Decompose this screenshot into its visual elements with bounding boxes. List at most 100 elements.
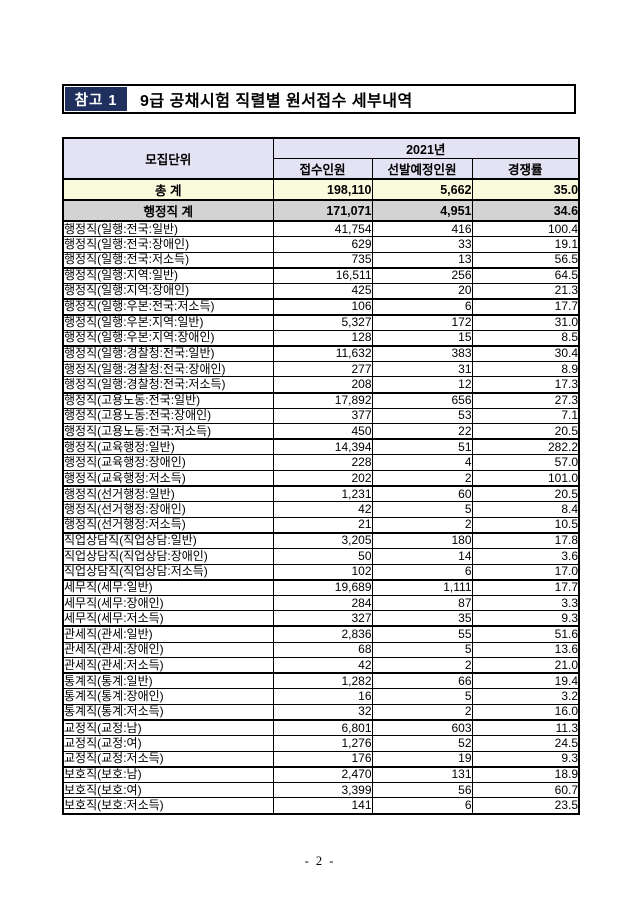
cell-applicants: 5,327 xyxy=(272,313,373,331)
column-header-unit: 모집단위 xyxy=(62,137,274,180)
application-table: 모집단위 2021년 접수인원 선발예정인원 경쟁률 총 계 198,110 5… xyxy=(62,137,581,815)
cell-planned: 13 xyxy=(371,251,473,269)
cell-applicants: 284 xyxy=(272,594,373,612)
cell-applicants: 1,231 xyxy=(272,485,373,503)
header-row-columns: 접수인원 선발예정인원 경쟁률 xyxy=(63,158,580,180)
table-row: 행정직(일행:우본:지역:일반) 5,327 172 31.0 xyxy=(62,313,580,331)
table-row: 행정직(일행:경찰청:전국:일반) 11,632 383 30.4 xyxy=(62,344,580,362)
cell-planned: 20 xyxy=(371,282,473,300)
cell-applicants: 42 xyxy=(272,501,373,518)
cell-ratio: 20.5 xyxy=(471,423,580,440)
table-row: 행정직(선거행정:일반) 1,231 60 20.5 xyxy=(62,485,580,503)
table-row: 보호직(보호:여) 3,399 56 60.7 xyxy=(62,781,580,799)
cell-planned: 5 xyxy=(371,688,473,705)
cell-planned: 172 xyxy=(371,313,473,331)
cell-unit: 교정직(교정:남) xyxy=(62,719,274,737)
total-label: 총 계 xyxy=(62,178,274,201)
cell-unit: 보호직(보호:여) xyxy=(62,781,274,799)
cell-applicants: 377 xyxy=(272,407,373,425)
cell-ratio: 3.2 xyxy=(471,688,580,705)
cell-applicants: 16,511 xyxy=(272,266,373,284)
cell-ratio: 101.0 xyxy=(471,470,580,487)
table-row: 행정직(일행:우본:전국:저소득) 106 6 17.7 xyxy=(62,297,580,316)
cell-planned: 53 xyxy=(371,407,473,425)
cell-planned: 131 xyxy=(371,765,473,783)
cell-applicants: 106 xyxy=(272,297,373,316)
cell-planned: 15 xyxy=(371,329,473,347)
cell-planned: 14 xyxy=(371,547,473,565)
table-row: 행정직(교육행정:일반) 14,394 51 282.2 xyxy=(62,438,580,456)
subtotal-applicants: 171,071 xyxy=(272,199,373,222)
cell-applicants: 208 xyxy=(272,376,373,394)
cell-ratio: 8.5 xyxy=(471,329,580,347)
cell-ratio: 19.4 xyxy=(471,672,580,690)
cell-ratio: 100.4 xyxy=(471,220,580,238)
table-row: 직업상담직(직업상담:장애인) 50 14 3.6 xyxy=(62,547,580,565)
table-row: 보호직(보호:저소득) 141 6 23.5 xyxy=(62,797,580,815)
cell-planned: 5 xyxy=(371,501,473,518)
cell-ratio: 17.7 xyxy=(471,578,580,596)
cell-planned: 656 xyxy=(371,391,473,409)
table-row: 행정직(일행:전국:장애인) 629 33 19.1 xyxy=(62,236,580,253)
table-row: 행정직(고용노동:전국:저소득) 450 22 20.5 xyxy=(62,423,580,440)
cell-applicants: 19,689 xyxy=(272,578,373,596)
total-ratio: 35.0 xyxy=(471,178,580,201)
table-row: 통계직(통계:장애인) 16 5 3.2 xyxy=(62,688,580,705)
table-row: 교정직(교정:남) 6,801 603 11.3 xyxy=(62,719,580,737)
cell-unit: 직업상담직(직업상담:저소득) xyxy=(62,563,274,581)
cell-ratio: 9.3 xyxy=(471,750,580,768)
page-number: - 2 - xyxy=(304,854,336,868)
table-row: 보호직(보호:남) 2,470 131 18.9 xyxy=(62,765,580,783)
cell-unit: 보호직(보호:저소득) xyxy=(62,797,274,815)
cell-planned: 66 xyxy=(371,672,473,690)
cell-unit: 세무직(세무:일반) xyxy=(62,578,274,596)
cell-planned: 4 xyxy=(371,454,473,471)
cell-ratio: 24.5 xyxy=(471,735,580,752)
cell-unit: 행정직(교육행정:장애인) xyxy=(62,454,274,471)
cell-applicants: 176 xyxy=(272,750,373,768)
cell-unit: 행정직(교육행정:일반) xyxy=(62,438,274,456)
cell-unit: 행정직(일행:우본:전국:저소득) xyxy=(62,297,274,316)
cell-planned: 2 xyxy=(371,657,473,674)
table-row: 행정직(일행:경찰청:전국:저소득) 208 12 17.3 xyxy=(62,376,580,394)
cell-applicants: 42 xyxy=(272,657,373,674)
cell-applicants: 3,399 xyxy=(272,781,373,799)
subtotal-label: 행정직 계 xyxy=(62,199,274,222)
cell-applicants: 21 xyxy=(272,516,373,534)
header-row-year: 모집단위 2021년 xyxy=(62,137,580,180)
cell-unit: 통계직(통계:장애인) xyxy=(62,688,274,705)
cell-planned: 6 xyxy=(371,297,473,316)
cell-unit: 직업상담직(직업상담:장애인) xyxy=(62,547,274,565)
cell-planned: 603 xyxy=(371,719,473,737)
cell-unit: 관세직(관세:일반) xyxy=(62,625,274,643)
cell-applicants: 735 xyxy=(272,251,373,269)
cell-ratio: 20.5 xyxy=(471,485,580,503)
cell-applicants: 14,394 xyxy=(272,438,373,456)
cell-applicants: 102 xyxy=(272,563,373,581)
cell-planned: 87 xyxy=(371,594,473,612)
cell-applicants: 68 xyxy=(272,641,373,659)
cell-applicants: 327 xyxy=(272,610,373,627)
column-header-year: 2021년 xyxy=(272,137,580,159)
table-row: 행정직(일행:전국:저소득) 735 13 56.5 xyxy=(62,251,580,269)
cell-unit: 행정직(선거행정:저소득) xyxy=(62,516,274,534)
cell-ratio: 51.6 xyxy=(471,625,580,643)
cell-ratio: 30.4 xyxy=(471,344,580,362)
cell-planned: 6 xyxy=(371,797,473,815)
cell-unit: 행정직(선거행정:일반) xyxy=(62,485,274,503)
cell-ratio: 8.9 xyxy=(471,360,580,378)
subtotal-row: 행정직 계 171,071 4,951 34.6 xyxy=(62,199,580,222)
table-row: 행정직(고용노동:전국:일반) 17,892 656 27.3 xyxy=(62,391,580,409)
cell-unit: 관세직(관세:저소득) xyxy=(62,657,274,674)
cell-planned: 2 xyxy=(371,470,473,487)
table-row: 행정직(고용노동:전국:장애인) 377 53 7.1 xyxy=(62,407,580,425)
cell-applicants: 425 xyxy=(272,282,373,300)
cell-ratio: 3.6 xyxy=(471,547,580,565)
table-row: 관세직(관세:일반) 2,836 55 51.6 xyxy=(62,625,580,643)
table-row: 행정직(선거행정:저소득) 21 2 10.5 xyxy=(62,516,580,534)
cell-applicants: 32 xyxy=(272,703,373,721)
column-header-ratio: 경쟁률 xyxy=(471,158,580,180)
cell-unit: 행정직(고용노동:전국:일반) xyxy=(62,391,274,409)
page-title: 9급 공채시험 직렬별 원서접수 세부내역 xyxy=(140,93,413,110)
table-row: 통계직(통계:저소득) 32 2 16.0 xyxy=(62,703,580,721)
